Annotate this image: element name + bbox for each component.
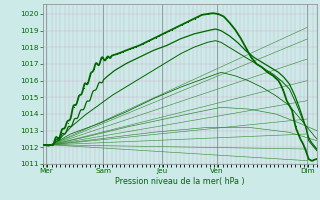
X-axis label: Pression niveau de la mer( hPa ): Pression niveau de la mer( hPa ) [115,177,245,186]
